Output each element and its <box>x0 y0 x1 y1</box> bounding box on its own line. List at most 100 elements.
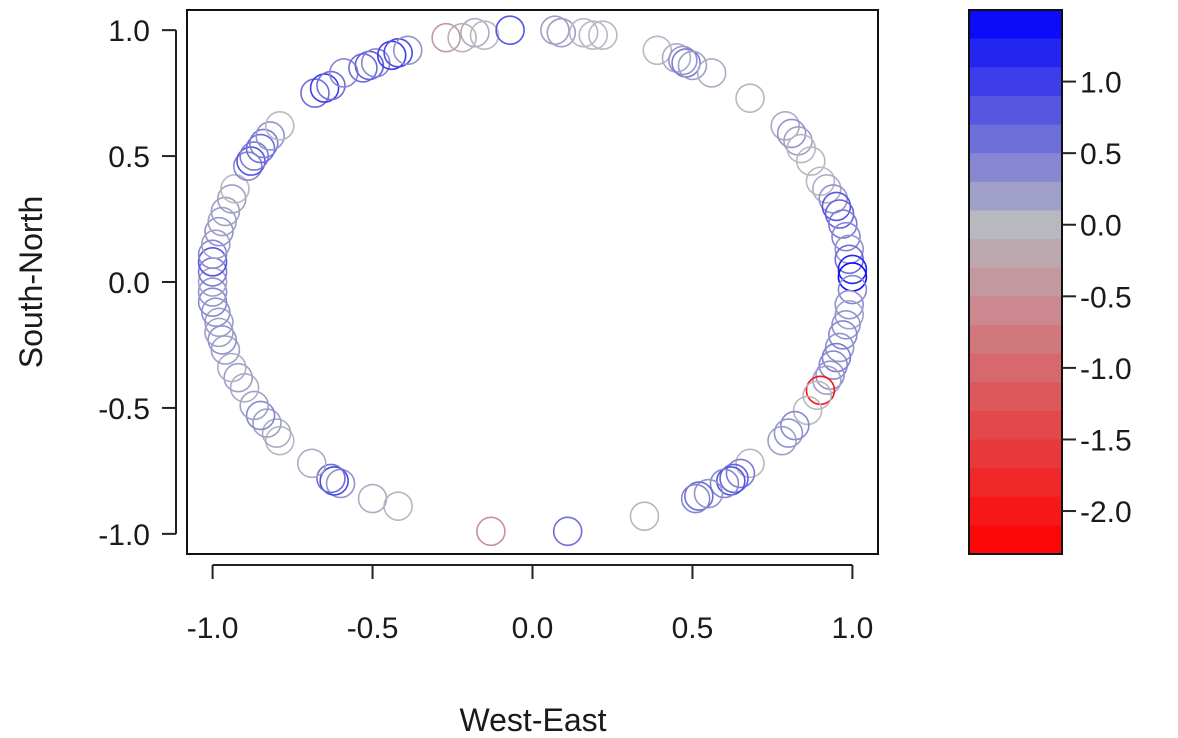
data-point <box>248 128 279 159</box>
data-point <box>460 17 490 48</box>
data-point <box>328 58 359 88</box>
data-point <box>828 209 858 239</box>
data-point <box>821 342 852 373</box>
data-point <box>719 463 749 494</box>
data-point <box>831 221 861 252</box>
colorbar-tick-label: -1.0 <box>1080 353 1132 386</box>
data-point <box>735 448 765 479</box>
data-point <box>578 20 609 50</box>
data-point <box>770 111 801 141</box>
colorbar-segment <box>969 410 1062 440</box>
data-point <box>546 17 577 48</box>
data-point <box>716 466 746 496</box>
data-point <box>255 121 285 151</box>
data-point <box>319 466 349 496</box>
data-point <box>200 229 231 260</box>
colorbar-segment <box>969 439 1062 469</box>
plot-frame <box>186 9 879 555</box>
colorbar-segment <box>969 496 1062 526</box>
colorbar-segment <box>969 95 1062 126</box>
data-point <box>796 146 826 176</box>
colorbar-segment <box>969 382 1062 412</box>
y-axis: -1.0 -0.5 0.0 0.5 1.0 <box>98 15 177 552</box>
colorbar-segment <box>969 324 1062 355</box>
data-point <box>834 289 865 320</box>
y-tick-label: -0.5 <box>98 393 150 426</box>
data-point <box>431 22 461 53</box>
data-point <box>828 320 858 350</box>
data-point <box>837 254 868 285</box>
data-point <box>300 78 330 108</box>
data-point <box>837 274 868 305</box>
data-point <box>818 184 849 214</box>
data-point <box>671 48 701 78</box>
y-tick-label: 0.0 <box>108 267 150 300</box>
colorbar-segment <box>969 38 1062 68</box>
data-point <box>223 362 253 393</box>
data-point <box>354 50 385 81</box>
x-axis-title: West-East <box>460 702 607 738</box>
colorbar: 1.0 0.5 0.0 -0.5 -1.0 -1.5 -2.0 <box>968 9 1132 555</box>
data-point <box>316 70 346 101</box>
data-point <box>360 48 391 78</box>
colorbar-segment <box>969 296 1062 326</box>
data-point <box>264 425 295 456</box>
colorbar-segment <box>969 181 1062 211</box>
colorbar-frame <box>968 9 1063 555</box>
data-point <box>264 111 295 141</box>
data-point <box>495 15 525 45</box>
data-point <box>447 22 477 53</box>
data-point <box>735 83 765 113</box>
data-point <box>376 40 407 71</box>
data-point <box>325 468 356 499</box>
x-axis: -1.0 -0.5 0.0 0.5 1.0 <box>187 564 874 645</box>
data-point <box>197 247 228 277</box>
y-axis-title: South-North <box>13 196 49 369</box>
colorbar-tick-label: 0.0 <box>1080 210 1122 243</box>
colorbar-segment <box>969 124 1062 154</box>
y-tick-label: 1.0 <box>108 15 150 48</box>
data-point <box>216 352 247 383</box>
data-point <box>197 277 228 307</box>
data-point <box>392 35 423 66</box>
x-tick-label: -0.5 <box>347 612 399 645</box>
data-point <box>818 350 849 380</box>
data-point <box>802 380 833 411</box>
colorbar-segment <box>969 153 1062 183</box>
x-tick-label: 1.0 <box>832 612 874 645</box>
data-point <box>693 478 724 509</box>
data-point <box>677 50 708 81</box>
data-point <box>476 516 506 547</box>
data-point <box>316 463 346 494</box>
data-point <box>837 262 868 292</box>
y-tick-label: -1.0 <box>98 519 150 552</box>
data-point <box>668 45 698 76</box>
data-point <box>786 133 817 164</box>
x-tick-label: -1.0 <box>187 612 239 645</box>
data-point <box>696 58 727 88</box>
data-point <box>812 365 842 396</box>
data-point <box>709 468 740 499</box>
colorbar-segment <box>969 353 1062 383</box>
data-point <box>383 38 413 68</box>
data-point <box>821 191 852 222</box>
data-point <box>629 501 660 532</box>
data-point <box>661 43 692 73</box>
data-point <box>552 516 583 547</box>
data-point <box>725 458 756 489</box>
data-point <box>568 17 599 48</box>
x-tick-label: 0.0 <box>512 612 554 645</box>
data-point <box>210 335 241 365</box>
data-point <box>780 410 810 441</box>
colorbar-tick-label: -2.0 <box>1080 496 1132 529</box>
data-point <box>642 35 673 66</box>
colorbar-tick-label: 0.5 <box>1080 138 1122 171</box>
colorbar-segment <box>969 267 1062 297</box>
data-point <box>812 174 842 204</box>
data-point <box>469 20 500 50</box>
data-point <box>197 287 228 317</box>
data-point <box>383 491 413 521</box>
data-point <box>207 325 237 355</box>
data-point <box>680 483 711 514</box>
